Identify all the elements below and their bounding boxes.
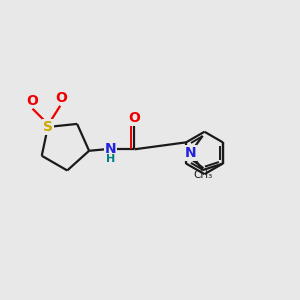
Text: H: H	[106, 154, 115, 164]
Text: S: S	[43, 120, 53, 134]
Text: N: N	[184, 146, 196, 160]
Text: O: O	[55, 91, 67, 105]
Text: O: O	[26, 94, 38, 108]
Text: O: O	[128, 111, 140, 125]
Text: CH₃: CH₃	[194, 170, 213, 180]
Text: N: N	[104, 142, 116, 156]
